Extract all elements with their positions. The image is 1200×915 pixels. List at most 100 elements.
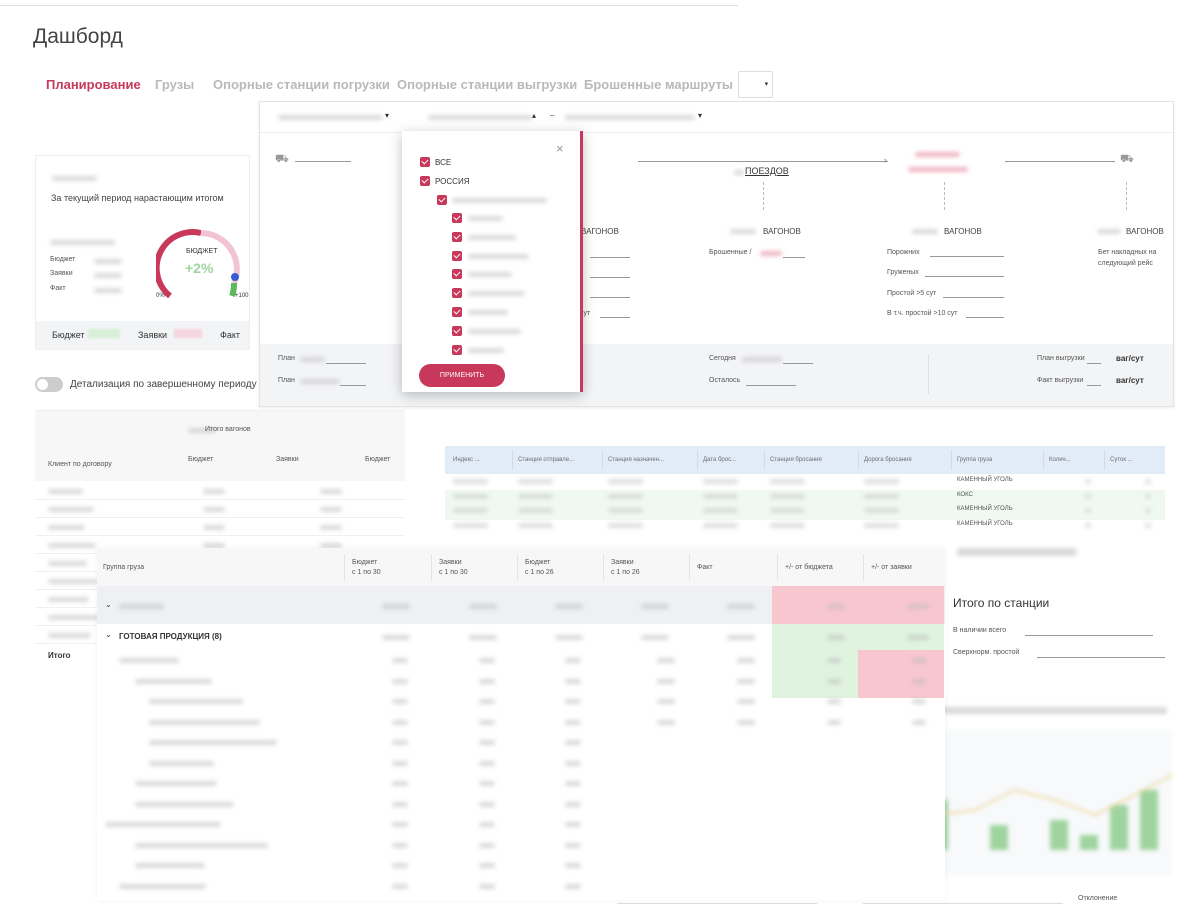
no-invoice: Бет накладных на (1098, 249, 1157, 256)
wagons-label: ВАГОНОВ (944, 227, 982, 236)
apply-button[interactable]: ПРИМЕНИТЬ (419, 364, 505, 387)
total-label: Итого (48, 651, 71, 660)
unit: ваг/сут (1116, 376, 1144, 385)
checkbox[interactable] (452, 269, 462, 280)
column-header[interactable]: Факт (697, 564, 713, 571)
column-header: Бюджет (365, 456, 391, 463)
column-divider (1043, 450, 1044, 470)
checkbox[interactable] (452, 307, 462, 317)
column-header[interactable]: Суток ... (1110, 457, 1133, 463)
column-divider (697, 450, 698, 470)
tab[interactable]: Опорные станции погрузки (213, 77, 390, 92)
wagons-label: ВАГОНОВ (1126, 227, 1164, 236)
gauge-value: +2% (185, 260, 214, 276)
column-header[interactable]: Заявки (611, 559, 634, 566)
column-divider (344, 554, 345, 580)
checkbox[interactable] (452, 344, 462, 355)
card-row: Бюджет (50, 256, 76, 263)
cargo-cell: КАМЕННЫЙ УГОЛЬ (957, 506, 1013, 512)
checkbox[interactable] (437, 195, 447, 205)
bottom-label: Осталось (709, 377, 741, 384)
column-divider (431, 554, 432, 580)
column-header[interactable]: с 1 по 26 (611, 569, 640, 576)
station-panel: Итого по станции В наличии всего Сверхно… (945, 540, 1172, 690)
filter-item: ВСЕ (435, 158, 452, 167)
column-header: Бюджет (188, 456, 214, 463)
tab[interactable]: Грузы (155, 77, 195, 92)
column-header[interactable]: Бюджет (525, 559, 551, 566)
top-rule (0, 5, 738, 6)
column-header[interactable]: Дорога бросания (864, 457, 912, 463)
checkbox[interactable] (452, 288, 462, 299)
checkbox[interactable] (452, 231, 462, 242)
column-header[interactable]: Станция отправле... (518, 457, 575, 463)
cargo-cell: КОКС (957, 491, 973, 498)
column-divider (858, 450, 859, 470)
card-footer (36, 321, 249, 349)
checkbox[interactable] (452, 325, 462, 336)
station-row: Простой >5 сут (887, 290, 937, 297)
station-row: Сверхнорм. простой (953, 649, 1020, 656)
column-header[interactable]: Заявки (439, 559, 462, 566)
wagons-table: Индекс ... Станция отправле... Станция наз… (445, 446, 1165, 534)
column-divider (777, 554, 778, 580)
column-divider (764, 450, 765, 470)
toggle[interactable] (35, 377, 63, 392)
checkbox[interactable] (420, 157, 430, 167)
column-header[interactable]: Колич... (1049, 457, 1071, 463)
gauge-min: 0% (156, 293, 165, 299)
row-line (35, 499, 405, 500)
cargo-cell: КАМЕННЫЙ УГОЛЬ (957, 477, 1013, 483)
tab[interactable]: Опорные станции выгрузки (397, 77, 578, 92)
chart-footer: Отклонение (1078, 895, 1118, 902)
column-header[interactable]: Станция бросания (770, 457, 822, 463)
station-title: Итого по станции (953, 596, 1050, 610)
tab[interactable]: Брошенные маршруты (584, 77, 734, 92)
station-row: В наличии всего (953, 627, 1007, 634)
unit: ваг/сут (1116, 354, 1144, 363)
column-header[interactable]: Группа груза (957, 457, 993, 463)
column-header[interactable]: Группа груза (103, 564, 145, 571)
wagons-label: ВАГОНОВ (581, 227, 619, 236)
budget-gauge (156, 229, 240, 299)
abandoned-label: Брошенные / (709, 249, 752, 256)
bottom-label: План (278, 355, 295, 362)
column-divider (517, 554, 518, 580)
no-invoice: следующий рейс (1098, 260, 1153, 267)
cargo-cell: КАМЕННЫЙ УГОЛЬ (957, 520, 1013, 527)
column-divider (951, 450, 952, 470)
column-header[interactable]: с 1 по 26 (525, 569, 554, 576)
station-row: Груженых (887, 269, 919, 276)
column-header[interactable]: +/- от заявки (871, 564, 912, 571)
station-row: Порожних (887, 249, 920, 256)
card-row: Факт (50, 285, 66, 292)
column-header[interactable]: с 1 по 30 (439, 569, 468, 576)
column-header[interactable]: Станция назначен... (608, 457, 664, 463)
checkbox[interactable] (452, 250, 462, 261)
trains-label[interactable]: ПОЕЗДОВ (745, 166, 789, 176)
column-header[interactable]: Индекс ... (453, 457, 480, 463)
footer-label: Заявки (138, 330, 168, 340)
tab[interactable]: Планирование (46, 77, 141, 92)
column-header: Клиент по договору (48, 461, 112, 468)
column-header[interactable]: Дата брос... (703, 457, 737, 463)
cargo-table: Группа груза Бюджет с 1 по 30 Заявки с 1 по … (97, 548, 945, 900)
column-header[interactable]: +/- от бюджета (785, 564, 833, 571)
column-divider (512, 450, 513, 470)
group-row[interactable]: ГОТОВАЯ ПРОДУКЦИЯ (8) (119, 632, 222, 641)
close-button[interactable]: × (556, 141, 564, 156)
gauge-max: +100 (235, 293, 249, 299)
column-header[interactable]: с 1 по 30 (352, 569, 381, 576)
page-title: Дашборд (33, 25, 123, 48)
column-divider (603, 554, 604, 580)
checkbox[interactable] (420, 176, 430, 186)
filter-item: РОССИЯ (435, 177, 470, 186)
card-subtitle: За текущий период нарастающим итогом (51, 193, 224, 203)
tab-more[interactable]: ▾ (738, 71, 773, 98)
filter-dropdown: × ВСЕ РОССИЯ ПРИМЕНИТЬ (402, 131, 583, 392)
column-header[interactable]: Бюджет (352, 559, 378, 566)
checkbox[interactable] (452, 213, 462, 223)
bottom-label: План выгрузки (1037, 355, 1085, 362)
card-row: Заявки (50, 270, 73, 277)
